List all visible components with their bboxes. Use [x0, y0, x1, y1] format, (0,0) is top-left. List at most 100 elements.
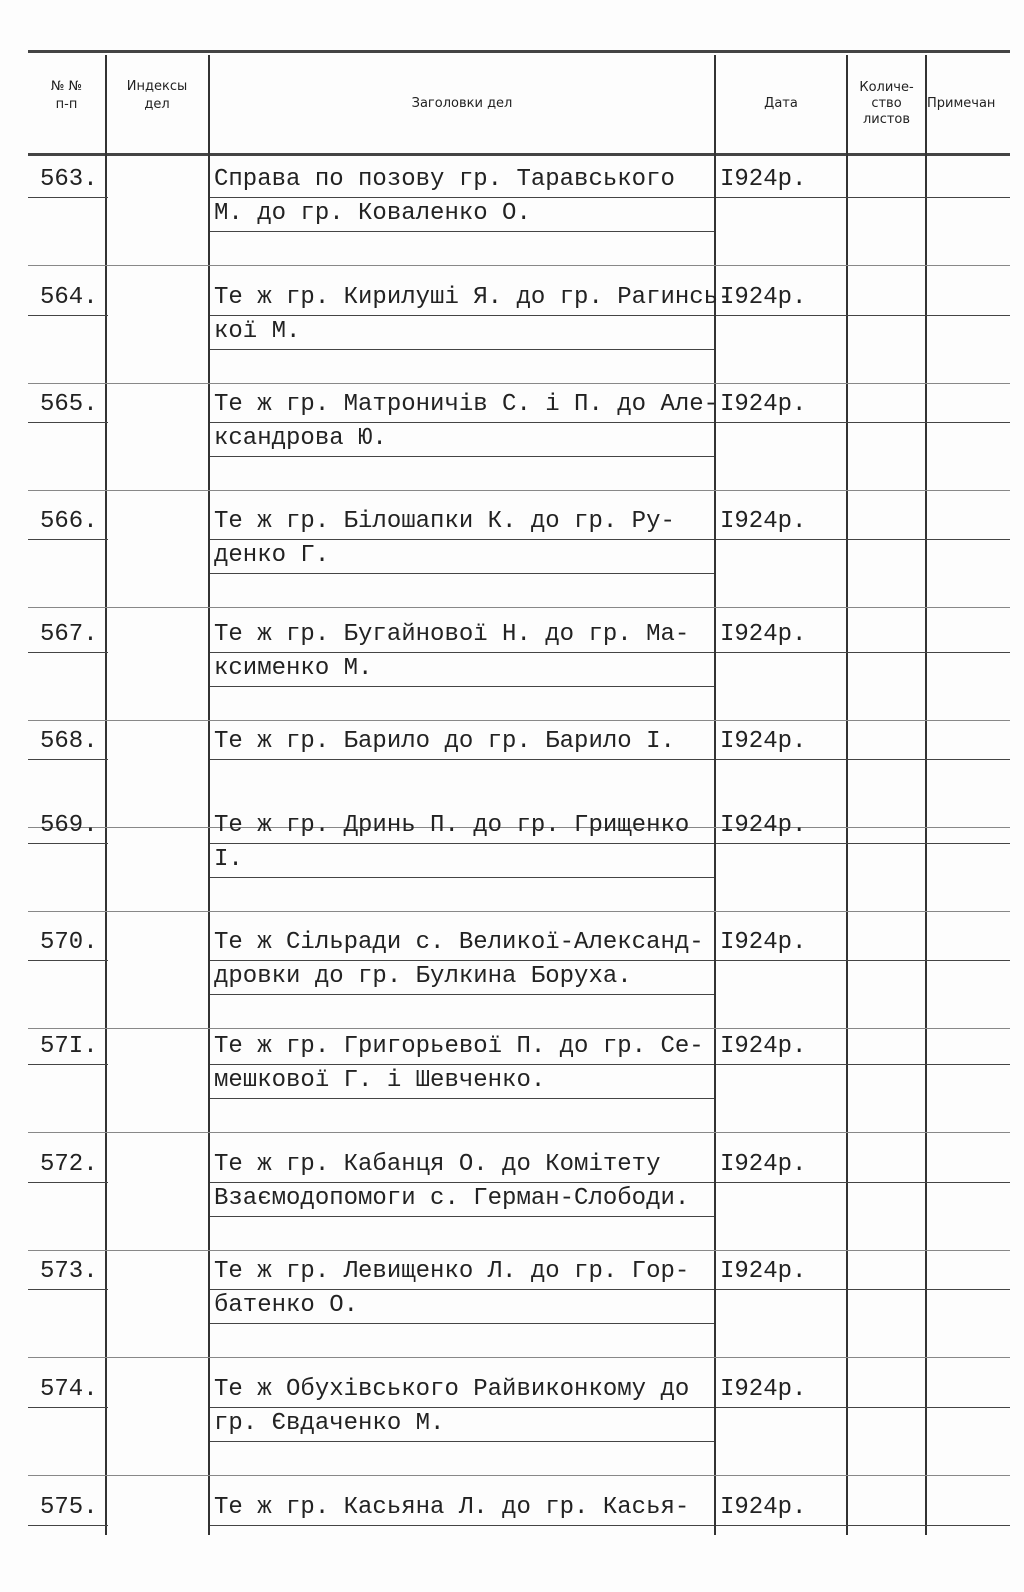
case-title: Справа по позову гр. Таравського — [214, 166, 675, 193]
underline — [210, 1064, 714, 1065]
row-number: 565. — [40, 391, 98, 418]
row-rule — [28, 960, 108, 961]
underline — [210, 686, 714, 687]
underline — [210, 422, 714, 423]
underline — [210, 456, 714, 457]
row-rule — [716, 1525, 1010, 1526]
case-title: Те ж Сільради с. Великої-Александ- — [214, 929, 704, 956]
header-cell: Заголовки дел — [210, 95, 714, 113]
row-rule — [28, 265, 1010, 266]
case-date: I924р. — [720, 621, 807, 648]
case-title: Те ж гр. Дринь П. до гр. Грищенко — [214, 812, 690, 839]
header-text: дел — [144, 97, 170, 112]
row-rule — [716, 960, 1010, 961]
header-text: ство — [871, 96, 902, 111]
case-date: I924р. — [720, 1376, 807, 1403]
underline — [210, 197, 714, 198]
header-cell: Индексы дел — [107, 78, 207, 114]
case-title: М. до гр. Коваленко О. — [214, 200, 531, 227]
case-title: Те ж гр. Левищенко Л. до гр. Гор- — [214, 1258, 690, 1285]
row-number: 574. — [40, 1376, 98, 1403]
header-text: Заголовки дел — [411, 96, 513, 111]
column-line — [925, 55, 927, 1535]
row-rule — [28, 490, 1010, 491]
case-title: І. — [214, 846, 243, 873]
row-rule — [28, 759, 108, 760]
underline — [210, 1441, 714, 1442]
row-rule — [28, 607, 1010, 608]
case-title: ксименко М. — [214, 655, 373, 682]
underline — [210, 1216, 714, 1217]
case-title: Те ж гр. Бугайнової Н. до гр. Ма- — [214, 621, 690, 648]
row-rule — [28, 1064, 108, 1065]
underline — [210, 994, 714, 995]
row-rule — [716, 1407, 1010, 1408]
row-number: 575. — [40, 1494, 98, 1521]
underline — [210, 349, 714, 350]
row-rule — [716, 422, 1010, 423]
case-title: Те ж гр. Григорьевої П. до гр. Се- — [214, 1033, 704, 1060]
column-line — [714, 55, 716, 1535]
row-number: 569. — [40, 812, 98, 839]
case-title: Те ж гр. Білошапки К. до гр. Ру- — [214, 508, 675, 535]
row-number: 572. — [40, 1151, 98, 1178]
case-title: гр. Євдаченко М. — [214, 1410, 445, 1437]
row-rule — [716, 1182, 1010, 1183]
case-title: мешкової Г. і Шевченко. — [214, 1067, 546, 1094]
row-number: 566. — [40, 508, 98, 535]
header-text: Дата — [764, 96, 798, 111]
case-title: кої М. — [214, 318, 301, 345]
case-date: I924р. — [720, 1258, 807, 1285]
row-rule — [716, 1289, 1010, 1290]
case-title: Те ж гр. Кабанця О. до Комітету — [214, 1151, 661, 1178]
underline — [210, 231, 714, 232]
row-rule — [28, 539, 108, 540]
header-text: листов — [862, 112, 911, 127]
row-rule — [28, 1250, 1010, 1251]
header-text: Количе- — [859, 80, 914, 95]
underline — [210, 1098, 714, 1099]
row-rule — [28, 1475, 1010, 1476]
row-rule — [28, 1357, 1010, 1358]
row-number: 570. — [40, 929, 98, 956]
row-rule — [716, 843, 1010, 844]
case-date: I924р. — [720, 812, 807, 839]
column-line — [105, 55, 107, 1535]
case-date: I924р. — [720, 728, 807, 755]
case-title: батенко О. — [214, 1292, 359, 1319]
underline — [210, 1407, 714, 1408]
case-date: I924р. — [720, 1033, 807, 1060]
underline — [210, 1182, 714, 1183]
case-title: Те ж гр. Касьяна Л. до гр. Касья- — [214, 1494, 690, 1521]
underline — [210, 1323, 714, 1324]
underline — [210, 539, 714, 540]
row-rule — [28, 315, 108, 316]
case-title: дровки до гр. Булкина Боруха. — [214, 963, 632, 990]
row-number: 567. — [40, 621, 98, 648]
row-number: 564. — [40, 284, 98, 311]
row-rule — [28, 1525, 108, 1526]
case-date: I924р. — [720, 391, 807, 418]
header-rule — [28, 153, 1010, 156]
header-text: № № — [50, 79, 83, 94]
row-rule — [28, 422, 108, 423]
row-number: 57I. — [40, 1033, 98, 1060]
underline — [210, 843, 714, 844]
underline — [210, 315, 714, 316]
underline — [210, 877, 714, 878]
row-rule — [28, 383, 1010, 384]
row-number: 563. — [40, 166, 98, 193]
row-rule — [28, 911, 1010, 912]
column-line — [208, 55, 210, 1535]
header-cell: Дата — [716, 95, 846, 113]
row-rule — [716, 197, 1010, 198]
case-date: I924р. — [720, 508, 807, 535]
row-rule — [28, 1407, 108, 1408]
underline — [210, 759, 714, 760]
underline — [210, 960, 714, 961]
case-date: I924р. — [720, 929, 807, 956]
row-rule — [716, 652, 1010, 653]
row-number: 568. — [40, 728, 98, 755]
header-cell: № № п-п — [28, 78, 105, 114]
